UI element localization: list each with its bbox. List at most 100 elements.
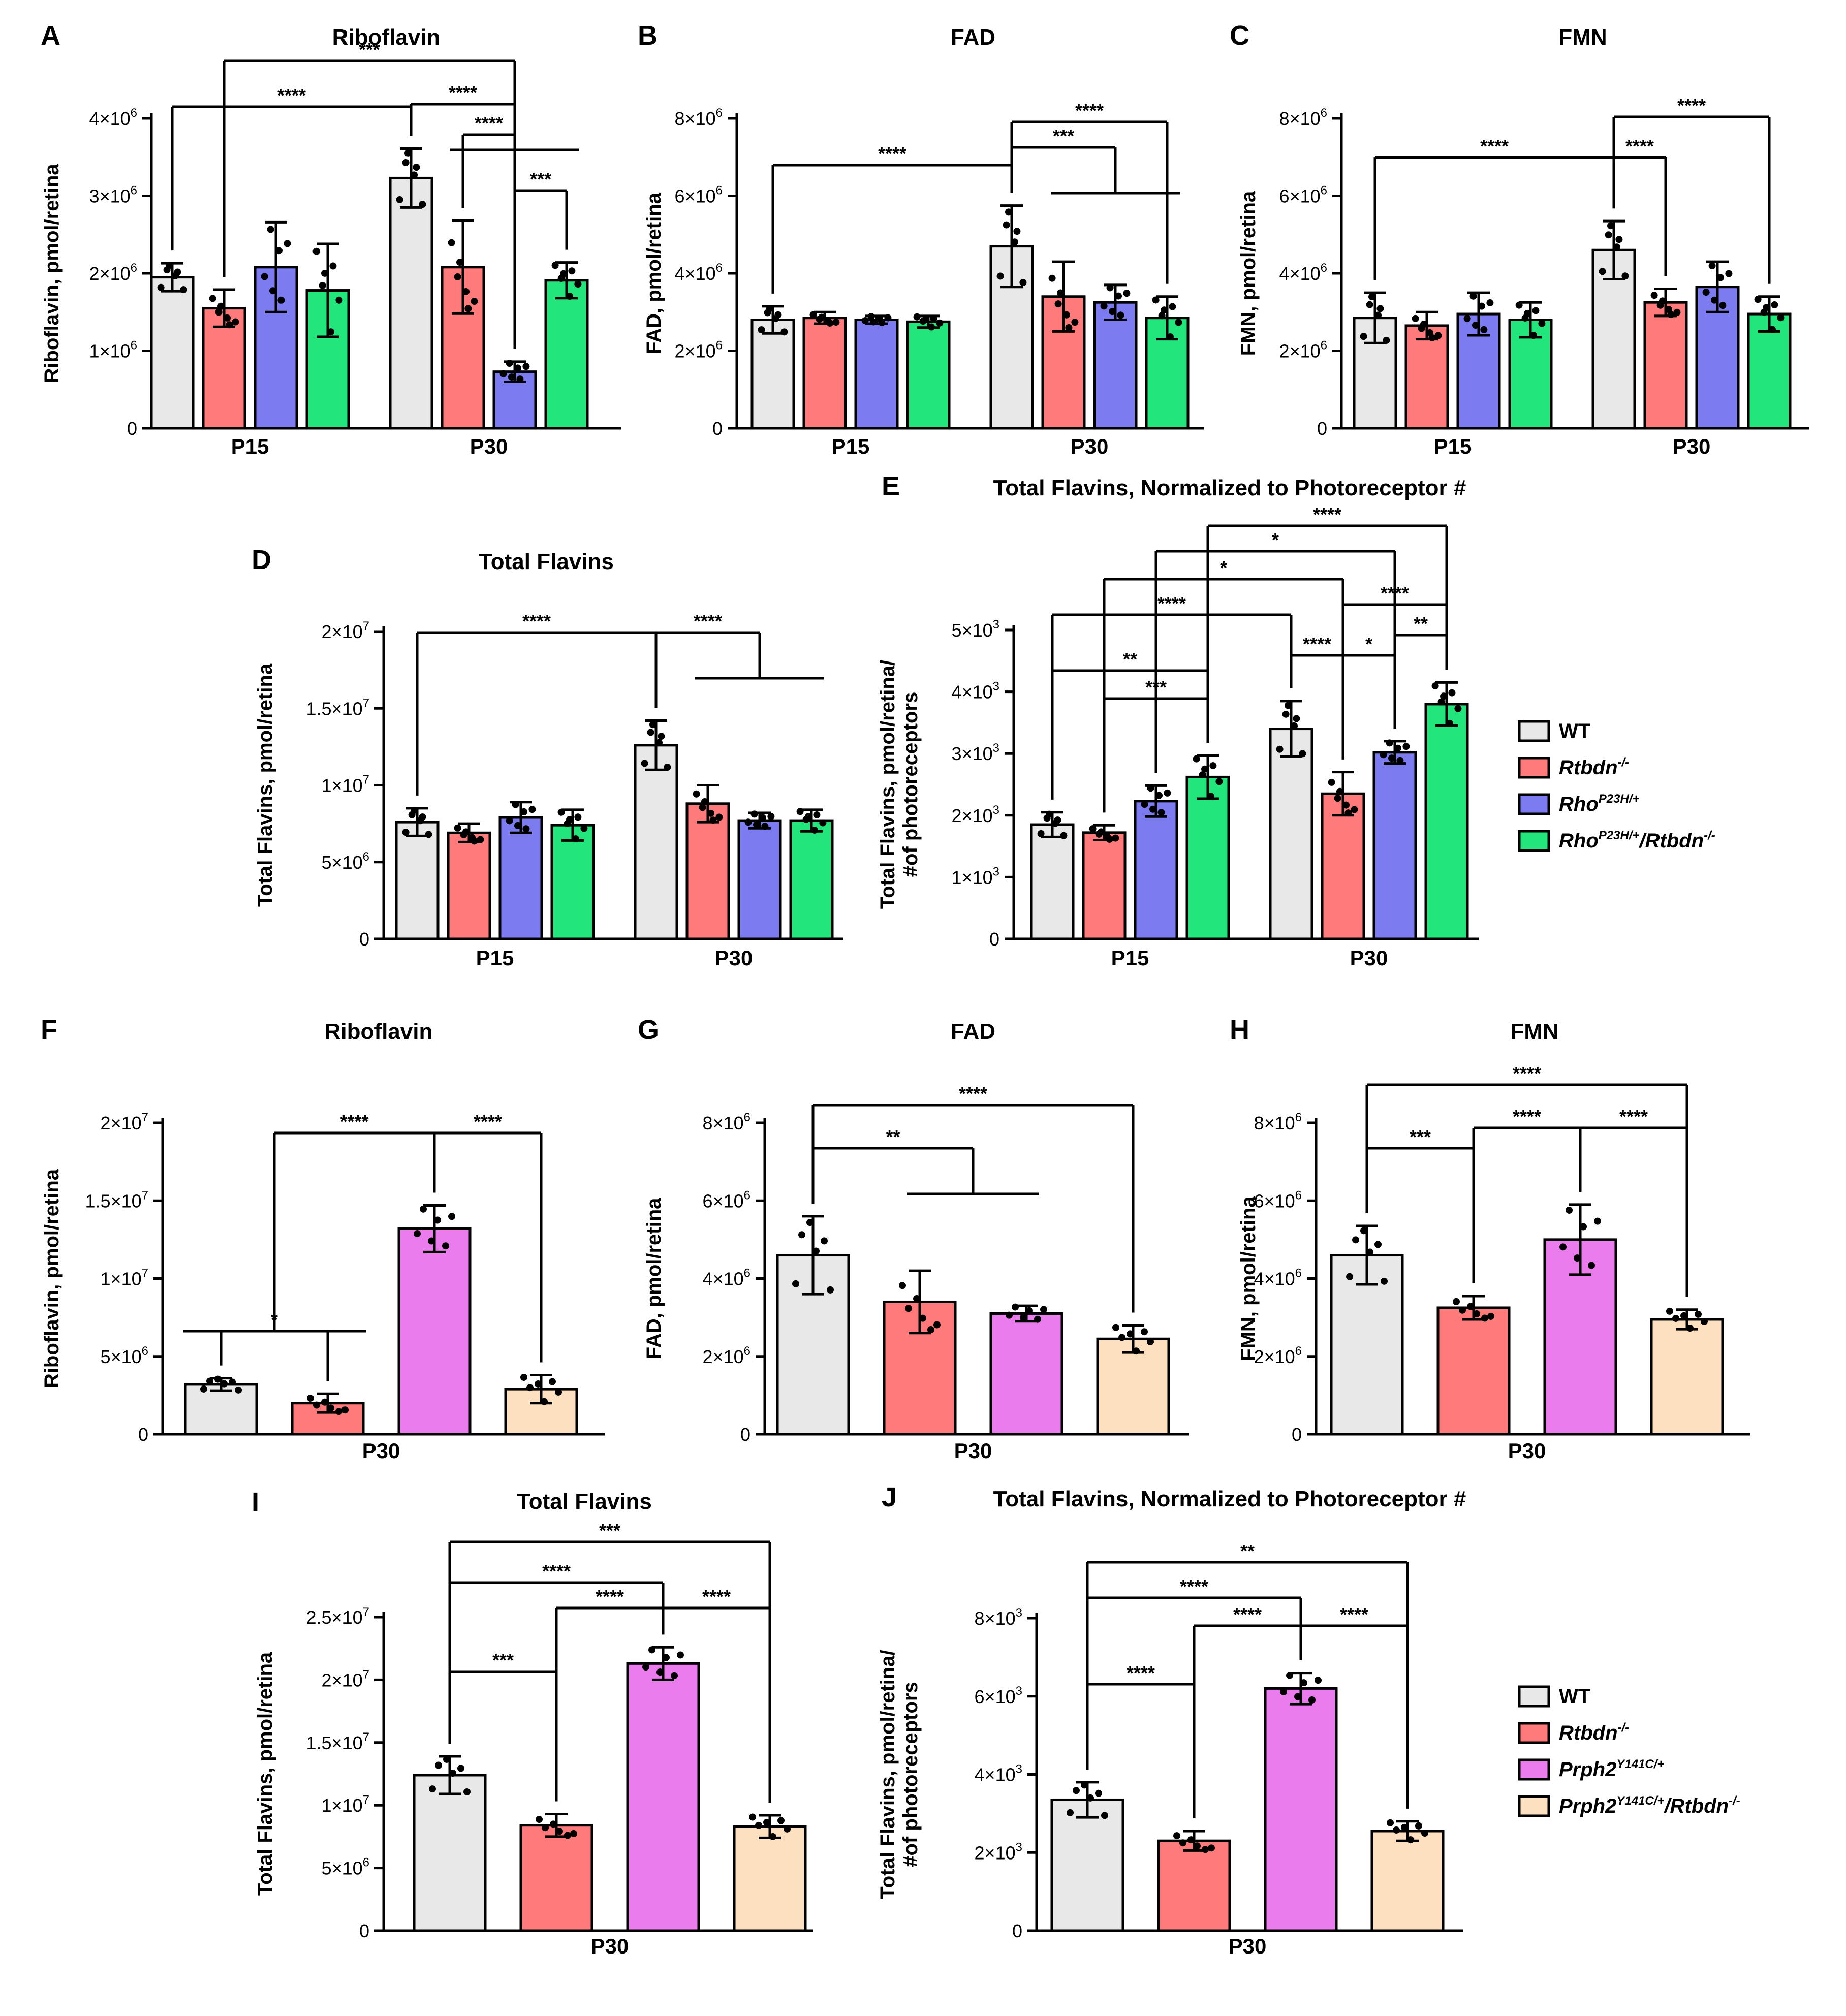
data-point: [1208, 1844, 1215, 1852]
significance-label: ****: [1313, 504, 1341, 525]
data-point: [1777, 314, 1785, 322]
data-point: [522, 825, 530, 833]
data-point: [471, 298, 478, 305]
data-point: [1294, 1693, 1301, 1700]
data-point: [411, 171, 418, 179]
significance-label: ***: [359, 39, 380, 60]
data-point: [1209, 762, 1217, 770]
data-point: [1202, 1846, 1209, 1853]
y-tick-label: 5×103: [952, 618, 999, 641]
y-tick-label: 6×106: [1254, 1188, 1302, 1211]
data-point: [1708, 262, 1716, 270]
y-tick-exponent: 7: [363, 696, 369, 710]
data-point: [1127, 1330, 1134, 1338]
data-point: [1580, 1223, 1587, 1231]
bar: [498, 816, 543, 940]
y-tick-label: 2×106: [89, 261, 137, 284]
data-point: [763, 1818, 770, 1826]
bar: [1093, 301, 1138, 430]
significance-label: ****: [1480, 136, 1509, 156]
data-point: [214, 1375, 222, 1383]
data-point: [1418, 325, 1425, 332]
legend-base: WT: [1559, 1685, 1590, 1708]
category-label: P30: [591, 1934, 629, 1958]
significance-label: ****: [878, 143, 906, 164]
data-point: [1448, 689, 1456, 697]
bar: [1082, 831, 1127, 940]
data-point: [1374, 311, 1382, 319]
significance-label: ***: [1053, 125, 1074, 146]
category-label: P30: [362, 1439, 400, 1463]
legend-base: Rho: [1559, 793, 1599, 815]
data-point: [1175, 319, 1182, 326]
data-point: [1073, 1787, 1080, 1794]
data-point: [229, 1378, 236, 1386]
bar: [519, 1824, 593, 1932]
y-tick-label: 4×103: [975, 1762, 1022, 1785]
data-point: [434, 1216, 441, 1224]
bar: [1269, 728, 1313, 940]
y-axis-label: Riboflavin, pmol/retina: [41, 164, 63, 383]
data-point: [1754, 296, 1762, 303]
data-point: [1431, 682, 1439, 690]
significance-label: ****: [1075, 100, 1104, 121]
data-point: [1152, 296, 1160, 304]
category-label: P30: [1350, 946, 1388, 970]
data-point: [1393, 1826, 1400, 1834]
data-point: [1169, 303, 1176, 310]
data-point: [221, 1380, 228, 1388]
data-point: [936, 319, 944, 327]
y-tick-label: 2×106: [1279, 339, 1327, 362]
data-point: [217, 302, 225, 310]
y-tick-label: 4×106: [1254, 1267, 1302, 1289]
data-point: [1521, 314, 1529, 322]
y-tick-label: 6×106: [703, 1188, 750, 1211]
bar: [395, 821, 440, 940]
data-point: [1300, 1679, 1307, 1687]
data-point: [232, 318, 239, 326]
data-point: [1052, 820, 1059, 827]
data-point: [1440, 692, 1447, 700]
data-point: [1141, 801, 1148, 808]
data-point: [499, 370, 507, 377]
y-tick-exponent: 6: [1321, 339, 1327, 353]
data-point: [767, 813, 775, 821]
data-point: [1360, 333, 1367, 340]
data-point: [1588, 1262, 1595, 1269]
data-point: [1459, 1306, 1466, 1314]
data-point: [335, 296, 343, 304]
bar: [1508, 319, 1553, 430]
y-tick-exponent: 6: [1295, 1188, 1302, 1202]
data-point: [784, 1825, 791, 1833]
data-point: [460, 831, 467, 839]
y-tick-label: 6×103: [975, 1684, 1022, 1707]
bar: [1264, 1687, 1338, 1932]
y-tick-exponent: 7: [142, 1267, 148, 1280]
data-point: [1123, 290, 1131, 297]
data-point: [1054, 300, 1062, 308]
data-point: [1701, 1317, 1708, 1325]
data-point: [832, 319, 840, 326]
data-point: [580, 825, 588, 832]
significance-label: ***: [1145, 677, 1167, 698]
data-point: [419, 201, 426, 208]
data-point: [321, 269, 328, 277]
y-tick-exponent: 6: [744, 1344, 750, 1358]
data-point: [1605, 231, 1612, 239]
data-point: [1060, 832, 1068, 839]
significance-bracket: *: [1341, 634, 1396, 760]
data-point: [1426, 329, 1433, 336]
data-point: [715, 813, 723, 821]
data-point: [570, 1830, 577, 1838]
y-tick-exponent: 3: [1016, 1840, 1022, 1854]
data-point: [919, 318, 927, 325]
panel-letter: D: [252, 545, 271, 575]
data-point: [1368, 293, 1375, 301]
y-tick-exponent: 6: [716, 184, 723, 198]
data-point: [1013, 228, 1021, 235]
data-point: [1376, 305, 1384, 312]
data-point: [1481, 1314, 1488, 1322]
significance-label: *: [1220, 557, 1227, 578]
y-tick-exponent: 6: [363, 850, 369, 864]
panel-i: I Total Flavins Total Flavins, pmol/retina…: [252, 1487, 813, 1958]
